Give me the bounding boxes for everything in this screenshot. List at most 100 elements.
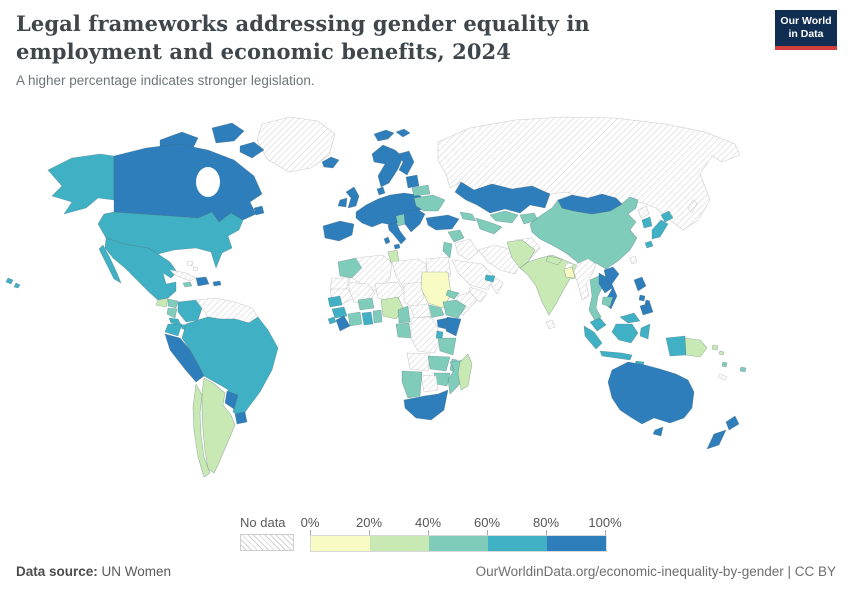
country-laos[interactable] (598, 272, 613, 294)
country-philippines[interactable] (633, 276, 654, 316)
country-norway-sweden[interactable] (371, 128, 411, 188)
country-senegal[interactable] (327, 295, 343, 308)
country-ethiopia[interactable] (442, 299, 467, 319)
country-guinea[interactable] (331, 306, 348, 319)
credit-link[interactable]: OurWorldinData.org/economic-inequality-b… (475, 564, 836, 579)
country-myanmar[interactable] (573, 258, 597, 301)
country-north-korea[interactable] (637, 205, 650, 219)
country-alaska[interactable] (47, 153, 115, 215)
map-legend: No data 0% 20% 40% 60% 80% 100% (240, 515, 622, 552)
country-papua-new-guinea[interactable] (684, 337, 708, 358)
country-denmark[interactable] (376, 186, 386, 196)
region-balkans[interactable] (403, 208, 426, 233)
country-mexico[interactable] (98, 237, 178, 301)
country-botswana[interactable] (420, 374, 439, 393)
country-finland[interactable] (397, 150, 415, 176)
legend-bin-80-100[interactable] (547, 536, 606, 551)
country-new-caledonia[interactable] (717, 373, 728, 381)
country-guatemala[interactable] (155, 297, 169, 308)
legend-tick-80: 80% (532, 515, 560, 530)
country-uruguay[interactable] (234, 411, 248, 425)
legend-no-data-swatch[interactable] (240, 534, 294, 551)
country-eritrea[interactable] (445, 289, 460, 300)
country-new-zealand[interactable] (706, 415, 740, 450)
country-spain-portugal[interactable] (322, 220, 355, 242)
country-vanuatu[interactable] (721, 361, 728, 368)
country-fiji[interactable] (739, 366, 747, 373)
country-taiwan[interactable] (629, 255, 638, 265)
country-japan[interactable] (644, 210, 674, 249)
country-puerto-rico[interactable] (212, 280, 222, 287)
country-angola[interactable] (406, 352, 431, 372)
country-iraq[interactable] (454, 238, 479, 261)
country-malaysia[interactable] (589, 312, 641, 332)
country-togo-benin[interactable] (372, 309, 383, 324)
country-gabon-congo[interactable] (395, 322, 412, 339)
country-cuba[interactable] (169, 269, 197, 282)
country-drc[interactable] (410, 316, 442, 354)
country-namibia[interactable] (401, 370, 423, 399)
country-australia[interactable] (607, 361, 695, 437)
country-ukraine[interactable] (413, 194, 446, 212)
country-south-korea[interactable] (641, 216, 653, 229)
legend-bin-40-60[interactable] (429, 536, 488, 551)
country-solomon-islands[interactable] (711, 344, 725, 356)
country-argentina[interactable] (201, 377, 236, 474)
country-chad[interactable] (403, 281, 425, 309)
country-baltics[interactable] (405, 174, 420, 189)
country-tanzania[interactable] (437, 337, 457, 356)
country-ghana[interactable] (361, 311, 374, 326)
country-sudan[interactable] (420, 271, 452, 309)
country-uae[interactable] (484, 274, 496, 283)
country-niger[interactable] (374, 281, 405, 303)
country-nepal[interactable] (545, 255, 563, 266)
country-usa[interactable] (5, 211, 244, 289)
country-bangladesh[interactable] (563, 266, 576, 279)
country-liberia[interactable] (335, 315, 351, 332)
country-cambodia[interactable] (601, 296, 614, 308)
country-paraguay[interactable] (224, 390, 239, 410)
country-honduras[interactable] (167, 298, 179, 309)
country-western-sahara[interactable] (329, 277, 351, 291)
country-central-african-republic[interactable] (409, 303, 432, 319)
country-south-africa[interactable] (403, 389, 449, 421)
legend-bin-0-20[interactable] (311, 536, 370, 551)
country-mongolia[interactable] (557, 193, 623, 215)
country-kenya[interactable] (445, 316, 462, 337)
country-sri-lanka[interactable] (545, 319, 556, 330)
country-india[interactable] (519, 254, 587, 316)
hudson-bay (196, 167, 220, 197)
country-burkina-faso[interactable] (357, 297, 375, 311)
country-turkmenistan[interactable] (475, 217, 503, 235)
legend-bin-60-80[interactable] (488, 536, 547, 551)
country-belarus[interactable] (411, 184, 431, 197)
country-syria[interactable] (447, 229, 465, 243)
country-indonesia[interactable] (583, 323, 687, 367)
country-israel-jordan[interactable] (442, 241, 453, 259)
country-uzbekistan[interactable] (489, 210, 519, 224)
country-canada[interactable] (113, 143, 265, 223)
country-oman[interactable] (490, 277, 504, 295)
country-iceland[interactable] (321, 156, 340, 169)
country-sierra-leone[interactable] (327, 316, 337, 325)
country-ireland[interactable] (337, 197, 348, 208)
legend-bin-20-40[interactable] (370, 536, 429, 551)
country-uk[interactable] (345, 186, 360, 209)
country-ecuador[interactable] (164, 323, 183, 337)
country-georgia-azerbaijan[interactable] (459, 211, 477, 222)
country-cameroon[interactable] (397, 305, 411, 324)
country-chile[interactable] (192, 383, 211, 478)
country-nicaragua[interactable] (166, 307, 178, 319)
country-jamaica[interactable] (182, 281, 193, 288)
country-saudi-arabia[interactable] (451, 259, 495, 291)
country-italy[interactable] (383, 221, 407, 250)
country-uganda[interactable] (436, 317, 448, 330)
country-cote-divoire[interactable] (347, 311, 363, 327)
country-kazakhstan[interactable] (454, 181, 551, 214)
owid-logo[interactable]: Our World in Data (775, 10, 837, 50)
country-hispaniola[interactable] (195, 276, 210, 287)
country-turkey[interactable] (425, 214, 460, 231)
country-bahamas[interactable] (186, 260, 199, 272)
country-zambia[interactable] (427, 355, 451, 372)
country-madagascar[interactable] (457, 353, 473, 391)
